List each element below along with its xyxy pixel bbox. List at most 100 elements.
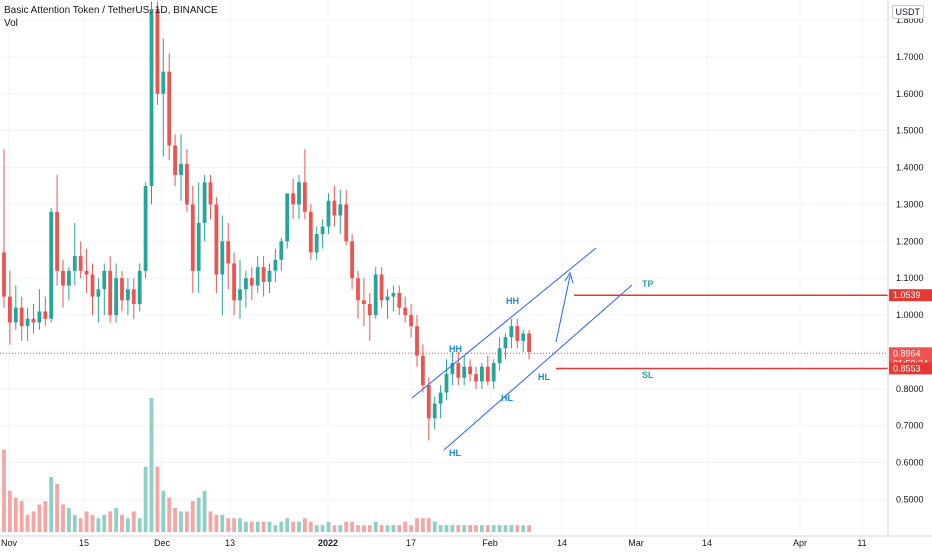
- candle: [468, 359, 472, 382]
- candle: [13, 285, 18, 330]
- candle-body: [521, 333, 526, 341]
- price-tick-label: 1.5000: [896, 126, 924, 136]
- candle-body: [491, 363, 496, 382]
- candle-body: [19, 307, 24, 327]
- candle: [379, 267, 384, 308]
- price-tick-label: 1.4000: [896, 163, 924, 173]
- volume-bar: [102, 514, 107, 532]
- volume-bar: [515, 525, 520, 532]
- candle-body: [527, 333, 531, 352]
- volume-bar: [226, 518, 231, 532]
- currency-badge[interactable]: USDT: [891, 5, 924, 19]
- candle: [509, 318, 514, 349]
- candle: [320, 219, 325, 249]
- candle: [444, 359, 449, 400]
- candle-body: [131, 289, 136, 305]
- price-tick-label: 1.3000: [896, 199, 924, 209]
- candle: [391, 285, 396, 312]
- volume-bar: [480, 525, 484, 532]
- volume-bar: [338, 525, 343, 532]
- candle: [208, 174, 213, 220]
- candle: [126, 278, 130, 316]
- volume-bar: [43, 501, 48, 532]
- candle: [96, 278, 101, 323]
- candle: [185, 149, 189, 212]
- volume-bar: [391, 525, 396, 532]
- candle-body: [356, 278, 360, 301]
- candle-body: [37, 311, 42, 323]
- candle-body: [285, 193, 290, 242]
- candle: [527, 329, 531, 360]
- candle: [137, 263, 142, 312]
- volume-bar: [409, 525, 413, 532]
- time-tick-label: 13: [225, 538, 235, 548]
- candle-body: [332, 200, 337, 216]
- candle-body: [497, 348, 502, 364]
- candle: [19, 296, 24, 341]
- volume-bar: [450, 525, 455, 532]
- volume-bar: [415, 518, 419, 532]
- sl-label: SL: [642, 370, 654, 380]
- candle-body: [232, 263, 236, 301]
- volume-bar: [167, 497, 172, 532]
- candle-body: [415, 326, 419, 356]
- candle-body: [326, 200, 331, 227]
- channel-upper-line: [411, 247, 597, 399]
- volume-bar: [485, 525, 490, 532]
- candle-body: [72, 256, 77, 271]
- candle: [2, 149, 6, 308]
- volume-bar: [497, 525, 502, 532]
- price-tick-label: 1.8000: [896, 15, 924, 25]
- price-tick-label: 1.2000: [896, 236, 924, 246]
- candle-body: [8, 296, 12, 323]
- volume-bar: [379, 525, 384, 532]
- volume-bar: [185, 511, 189, 532]
- volume-indicator-label[interactable]: Vol: [4, 18, 18, 29]
- candle: [456, 351, 461, 386]
- candle: [120, 270, 124, 312]
- candle: [403, 296, 408, 323]
- candle-body: [462, 366, 467, 378]
- price-tick-label: 0.5000: [896, 495, 924, 505]
- candle-body: [2, 252, 6, 297]
- volume-bar: [13, 497, 18, 532]
- symbol-title[interactable]: Basic Attention Token / TetherUS, 1D, BI…: [4, 5, 218, 16]
- chart-header: Basic Attention Token / TetherUS, 1D, BI…: [4, 4, 218, 30]
- candle: [196, 182, 201, 293]
- candle: [149, 1, 154, 205]
- volume-bar: [67, 507, 71, 532]
- candle-body: [196, 222, 201, 271]
- volume-bar: [367, 525, 372, 532]
- volume-bar: [37, 504, 42, 532]
- candle: [462, 355, 467, 386]
- candle-body: [31, 318, 36, 323]
- candle: [67, 267, 71, 301]
- volume-bar: [84, 511, 89, 532]
- drawings: HH HH HL HL HL TP SL: [0, 247, 888, 458]
- candle: [226, 222, 231, 290]
- candle: [432, 396, 437, 430]
- candle-body: [480, 366, 484, 382]
- volume-bar: [49, 477, 54, 532]
- candle: [285, 193, 290, 249]
- candle: [155, 1, 160, 105]
- volume-bar: [438, 525, 443, 532]
- candle: [72, 222, 77, 286]
- volume-bar: [503, 525, 508, 532]
- candle-body: [244, 278, 248, 290]
- price-marker-bg: [889, 362, 932, 375]
- candle-body: [114, 278, 118, 316]
- candle-body: [409, 315, 413, 327]
- candle-body: [397, 292, 402, 308]
- volume-bar: [385, 525, 390, 532]
- time-tick-label: 14: [702, 538, 712, 548]
- price-marker-text: 0.8964: [893, 348, 921, 358]
- time-tick-label: Nov: [1, 538, 18, 548]
- candle: [367, 292, 372, 341]
- candles: [2, 1, 531, 441]
- candle: [214, 197, 219, 293]
- time-tick-label: Mar: [628, 538, 644, 548]
- time-axis: Nov 15 Dec 13 2022 17 Feb 14 Mar 14 Apr 11: [1, 538, 867, 548]
